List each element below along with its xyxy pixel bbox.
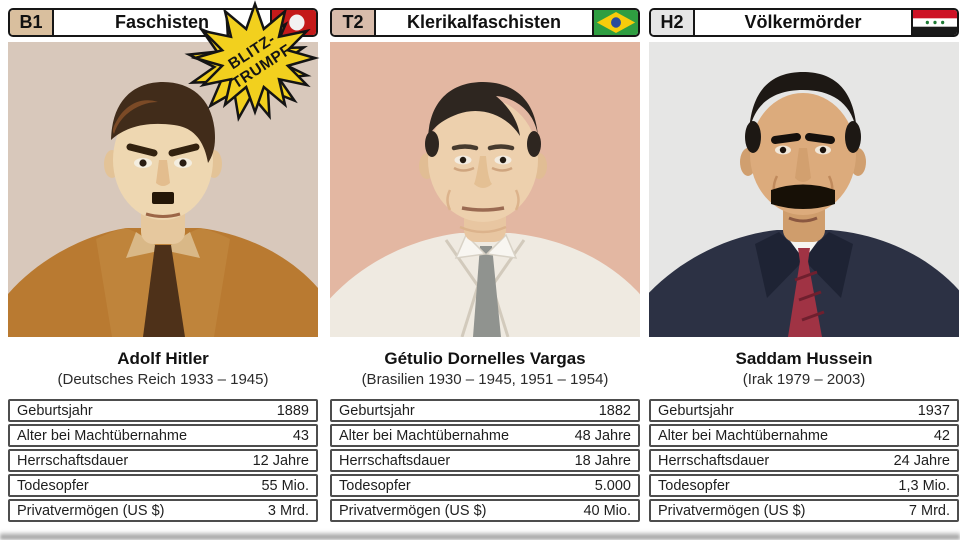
stat-label: Geburtsjahr [658,402,734,419]
stat-value: 7 Mrd. [908,502,950,519]
stat-label: Alter bei Machtübernahme [17,427,188,444]
stat-row: Herrschaftsdauer 18 Jahre [330,449,640,472]
name-block: Gétulio Dornelles Vargas (Brasilien 1930… [330,348,640,390]
portrait-getulio-vargas [330,42,640,337]
stat-value: 55 Mio. [261,477,309,494]
stat-row: Herrschaftsdauer 24 Jahre [649,449,959,472]
stat-value: 1889 [276,402,309,419]
person-reign-dates: (Deutsches Reich 1933 – 1945) [57,371,269,389]
stats-table: Geburtsjahr 1889 Alter bei Machtübernahm… [8,399,318,522]
stat-value: 1882 [598,402,631,419]
stat-label: Geburtsjahr [339,402,415,419]
name-block: Saddam Hussein (Irak 1979 – 2003) [649,348,959,390]
person-name: Gétulio Dornelles Vargas [384,349,586,368]
card-category: Faschisten [114,12,210,32]
stat-value: 48 Jahre [574,427,631,444]
card-category: Klerikalfaschisten [406,12,562,32]
name-block: Adolf Hitler (Deutsches Reich 1933 – 194… [8,348,318,390]
stat-row: Geburtsjahr 1937 [649,399,959,422]
stat-row: Privatvermögen (US $) 3 Mrd. [8,499,318,522]
stat-value: 1937 [917,402,950,419]
stat-value: 12 Jahre [252,452,309,469]
person-name: Saddam Hussein [735,349,873,368]
card-code: B1 [10,10,54,35]
stat-label: Privatvermögen (US $) [339,502,487,519]
iraq-flag-icon [911,10,957,35]
portrait-saddam-hussein [649,42,959,337]
stat-value: 1,3 Mio. [898,477,950,494]
stat-value: 43 [292,427,309,444]
person-name: Adolf Hitler [117,349,209,368]
stat-row: Herrschaftsdauer 12 Jahre [8,449,318,472]
stat-value: 24 Jahre [893,452,950,469]
stat-row: Privatvermögen (US $) 7 Mrd. [649,499,959,522]
stat-label: Todesopfer [339,477,411,494]
stat-label: Herrschaftsdauer [17,452,129,469]
stat-value: 3 Mrd. [267,502,309,519]
stat-row: Todesopfer 1,3 Mio. [649,474,959,497]
stat-label: Privatvermögen (US $) [17,502,165,519]
blitz-trumpf-starburst: BLITZ- TRUMPF [184,0,321,122]
card-header: T2 Klerikalfaschisten [330,8,640,37]
trump-card-vargas: T2 Klerikalfaschisten [330,8,640,522]
stat-row: Geburtsjahr 1889 [8,399,318,422]
brazil-flag-icon [592,10,638,35]
stat-row: Todesopfer 5.000 [330,474,640,497]
stat-label: Privatvermögen (US $) [658,502,806,519]
card-category: Völkermörder [744,12,862,32]
stat-value: 40 Mio. [583,502,631,519]
person-reign-dates: (Irak 1979 – 2003) [742,371,866,389]
stat-label: Geburtsjahr [17,402,93,419]
stat-label: Todesopfer [17,477,89,494]
stat-value: 42 [933,427,950,444]
card-header: H2 Völkermörder [649,8,959,37]
starburst-front [190,0,320,116]
stat-row: Alter bei Machtübernahme 43 [8,424,318,447]
person-reign-dates: (Brasilien 1930 – 1945, 1951 – 1954) [361,371,609,389]
stat-row: Alter bei Machtübernahme 42 [649,424,959,447]
stats-table: Geburtsjahr 1882 Alter bei Machtübernahm… [330,399,640,522]
stat-label: Herrschaftsdauer [339,452,451,469]
stat-label: Alter bei Machtübernahme [658,427,829,444]
stat-row: Privatvermögen (US $) 40 Mio. [330,499,640,522]
trump-card-hussein: H2 Völkermörder [649,8,959,522]
stat-row: Geburtsjahr 1882 [330,399,640,422]
stat-value: 5.000 [594,477,631,494]
stat-row: Todesopfer 55 Mio. [8,474,318,497]
stat-label: Alter bei Machtübernahme [339,427,510,444]
stat-row: Alter bei Machtübernahme 48 Jahre [330,424,640,447]
stats-table: Geburtsjahr 1937 Alter bei Machtübernahm… [649,399,959,522]
card-code: T2 [332,10,376,35]
stat-label: Herrschaftsdauer [658,452,770,469]
trump-card-hitler: B1 Faschisten [8,0,320,522]
stat-value: 18 Jahre [574,452,631,469]
scan-edge-shadow [0,531,960,540]
card-code: H2 [651,10,695,35]
stat-label: Todesopfer [658,477,730,494]
